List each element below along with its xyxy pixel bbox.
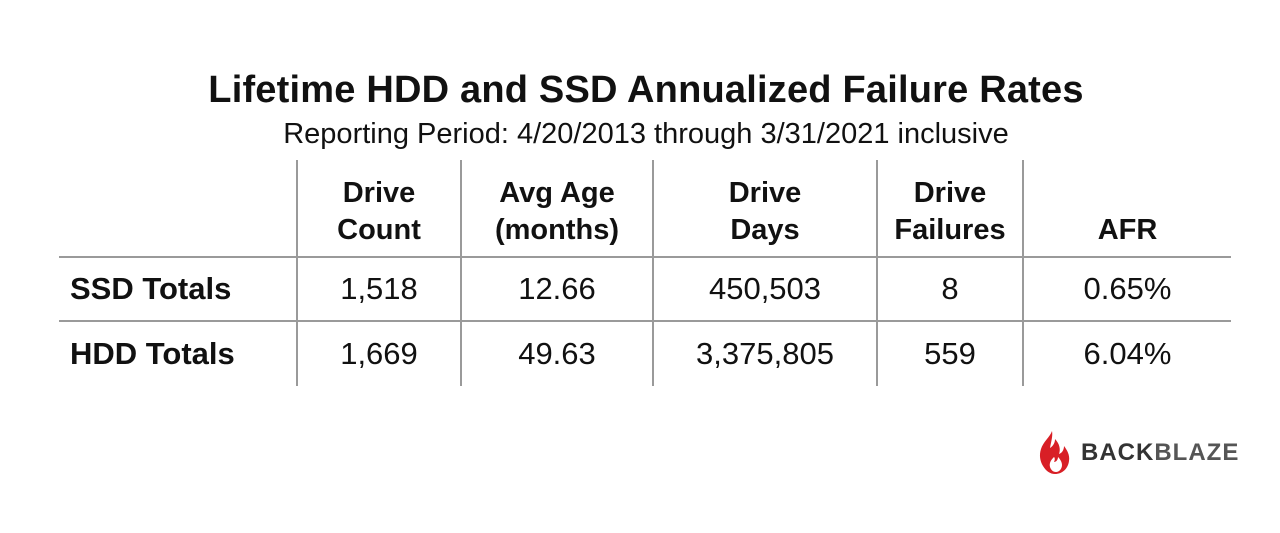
row-label-hdd: HDD Totals xyxy=(70,336,235,371)
header-line: Days xyxy=(730,214,800,246)
header-line: Drive xyxy=(913,177,987,209)
cell-ssd-afr: 0.65% xyxy=(1022,257,1231,322)
header-drive-count: Drive Count xyxy=(296,160,461,258)
cell-hdd-drive-failures: 559 xyxy=(876,321,1023,386)
header-line: AFR xyxy=(1097,214,1158,246)
cell-ssd-drive-count: 1,518 xyxy=(296,257,461,322)
header-drive-days: Drive Days xyxy=(652,160,877,258)
header-line: Count xyxy=(337,214,421,246)
header-corner-cell xyxy=(59,160,297,258)
backblaze-logo: BACKBLAZE xyxy=(1037,428,1239,478)
backblaze-flame-icon xyxy=(1039,431,1070,474)
cell-ssd-drive-days: 450,503 xyxy=(652,257,877,322)
cell-ssd-drive-failures: 8 xyxy=(876,257,1023,322)
header-line: Drive xyxy=(342,177,416,209)
header-avg-age: Avg Age (months) xyxy=(460,160,653,258)
table-header-row: Drive Count Avg Age (months) Drive Days … xyxy=(59,160,1231,258)
chart-title: Lifetime HDD and SSD Annualized Failure … xyxy=(208,69,1084,111)
cell-ssd-avg-age: 12.66 xyxy=(460,257,653,322)
header-afr: AFR xyxy=(1022,160,1231,258)
cell-hdd-avg-age: 49.63 xyxy=(460,321,653,386)
cell-hdd-afr: 6.04% xyxy=(1022,321,1231,386)
wordmark-part: BLAZE xyxy=(1154,439,1240,466)
header-line: Drive xyxy=(728,177,802,209)
chart-subtitle: Reporting Period: 4/20/2013 through 3/31… xyxy=(283,118,1009,150)
cell-hdd-drive-count: 1,669 xyxy=(296,321,461,386)
table-row-hdd: HDD Totals 1,669 49.63 3,375,805 559 6.0… xyxy=(59,321,1231,386)
row-label-ssd: SSD Totals xyxy=(59,257,297,322)
backblaze-wordmark: BACKBLAZE xyxy=(1081,428,1239,478)
header-line: Avg Age xyxy=(499,177,615,209)
header-line: (months) xyxy=(494,214,620,246)
header-line: Failures xyxy=(894,214,1006,246)
header-drive-failures: Drive Failures xyxy=(876,160,1023,258)
failure-rates-table: Drive Count Avg Age (months) Drive Days … xyxy=(59,160,1231,386)
wordmark-part: BACK xyxy=(1081,439,1155,466)
cell-hdd-drive-days: 3,375,805 xyxy=(652,321,877,386)
table-row-ssd: SSD Totals 1,518 12.66 450,503 8 0.65% xyxy=(59,257,1231,322)
